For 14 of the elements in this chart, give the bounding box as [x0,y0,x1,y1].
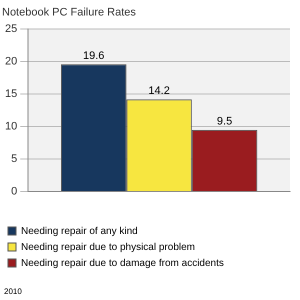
legend-label: Needing repair of any kind [21,226,138,237]
y-tick-label: 0 [11,186,18,198]
y-tick-label: 5 [11,153,18,166]
data-label: 9.5 [216,115,232,128]
legend-label: Needing repair due to damage from accidents [21,258,224,269]
data-label: 19.6 [82,50,104,62]
legend-label: Needing repair due to physical problem [21,242,195,253]
y-tick-label: 20 [4,56,18,68]
y-tick-label: 15 [4,88,18,100]
y-tick-label: 10 [4,120,18,133]
text: 2010 [4,287,22,296]
y-tick-label: 25 [4,23,18,36]
data-label: 14.2 [148,84,170,97]
chart-title: Notebook PC Failure Rates [2,6,136,19]
